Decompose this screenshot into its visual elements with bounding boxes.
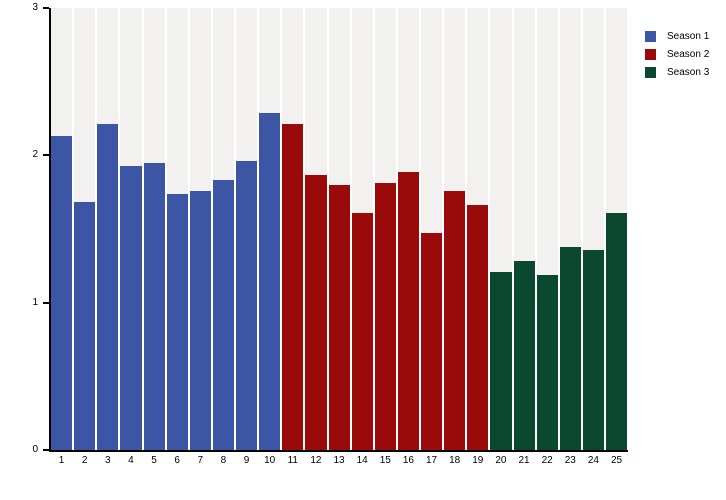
x-tick-label-16: 16 — [402, 455, 414, 466]
bar-slot-14: 14 — [351, 8, 373, 466]
bar-slot-6: 6 — [166, 8, 188, 466]
y-axis-ticks: 0 1 2 3 — [0, 2, 51, 455]
bar-slot-15: 15 — [374, 8, 396, 466]
bar-23 — [559, 246, 581, 450]
x-tick-label-18: 18 — [449, 455, 461, 466]
bar-slot-23: 23 — [559, 8, 581, 466]
x-tick-label-6: 6 — [174, 455, 180, 466]
x-tick-label-1: 1 — [58, 455, 65, 466]
y-tick-mark-2 — [43, 154, 49, 156]
x-tick-label-21: 21 — [518, 455, 530, 466]
y-tick-label-2: 2 — [32, 149, 38, 160]
bar-slot-24: 24 — [582, 8, 604, 466]
y-tick-mark-1 — [43, 302, 49, 304]
bar-14 — [351, 212, 373, 450]
x-tick-label-10: 10 — [264, 455, 276, 466]
x-tick-label-24: 24 — [587, 455, 599, 466]
bar-slot-10: 10 — [259, 8, 281, 466]
bar-7 — [189, 190, 211, 450]
bar-slot-5: 5 — [143, 8, 165, 466]
bar-slot-7: 7 — [189, 8, 211, 466]
bar-5 — [143, 162, 165, 450]
bar-slot-1: 1 — [51, 8, 73, 466]
bar-slot-4: 4 — [120, 8, 142, 466]
bar-21 — [513, 261, 535, 450]
x-tick-label-13: 13 — [333, 455, 345, 466]
x-tick-label-23: 23 — [564, 455, 576, 466]
bar-17 — [421, 233, 443, 450]
bar-slot-21: 21 — [513, 8, 535, 466]
x-tick-label-9: 9 — [243, 455, 250, 466]
bar-6 — [166, 193, 188, 450]
bar-22 — [536, 274, 558, 450]
bar-18 — [444, 190, 466, 450]
legend-item-season-2: Season 2 — [645, 49, 709, 60]
x-tick-label-4: 4 — [128, 455, 134, 466]
bar-11 — [282, 124, 304, 450]
bar-slot-9: 9 — [236, 8, 258, 466]
bar-4 — [120, 165, 142, 450]
y-axis-line — [49, 8, 51, 452]
season-2-swatch — [645, 49, 656, 60]
x-tick-label-20: 20 — [495, 455, 507, 466]
legend-label-season-3: Season 3 — [667, 67, 710, 78]
x-tick-label-8: 8 — [220, 455, 227, 466]
bar-slot-20: 20 — [490, 8, 512, 466]
y-tick-label-0: 0 — [32, 444, 38, 455]
bar-2 — [74, 202, 96, 450]
x-tick-label-12: 12 — [310, 455, 322, 466]
x-axis-line — [49, 450, 628, 452]
x-tick-label-15: 15 — [379, 455, 391, 466]
bar-12 — [305, 174, 327, 450]
bar-24 — [582, 249, 604, 450]
y-tick-mark-0 — [43, 449, 49, 451]
bar-10 — [259, 112, 281, 450]
legend-item-season-1: Season 1 — [645, 31, 709, 42]
bar-1 — [51, 136, 73, 450]
bar-16 — [397, 171, 419, 450]
bar-slot-25: 25 — [606, 8, 628, 466]
bar-slot-17: 17 — [421, 8, 443, 466]
x-tick-label-22: 22 — [541, 455, 553, 466]
season-3-swatch — [645, 67, 656, 78]
bar-slot-19: 19 — [467, 8, 489, 466]
legend: Season 1 Season 2 Season 3 — [645, 31, 709, 78]
bar-slot-2: 2 — [74, 8, 96, 466]
bars-container: 1 2 3 4 5 6 7 8 9 10 11 12 13 14 15 16 17 18 19 20 21 22 23 24 2… — [51, 8, 628, 466]
legend-label-season-2: Season 2 — [667, 49, 710, 60]
bar-slot-11: 11 — [282, 8, 304, 466]
y-tick-label-3: 3 — [32, 2, 38, 13]
bar-8 — [212, 180, 234, 450]
bar-25 — [606, 212, 628, 450]
legend-item-season-3: Season 3 — [645, 67, 709, 78]
plot-area: 1 2 3 4 5 6 7 8 9 10 11 12 13 14 15 16 17 18 19 20 21 22 23 24 2… — [51, 8, 628, 466]
bar-13 — [328, 184, 350, 450]
x-tick-label-11: 11 — [287, 455, 298, 466]
x-tick-label-7: 7 — [197, 455, 204, 466]
bar-15 — [374, 183, 396, 450]
bar-slot-12: 12 — [305, 8, 327, 466]
bar-slot-3: 3 — [97, 8, 119, 466]
x-tick-label-5: 5 — [151, 455, 157, 466]
x-tick-label-19: 19 — [472, 455, 484, 466]
x-tick-label-25: 25 — [611, 455, 623, 466]
bar-3 — [97, 124, 119, 450]
bar-20 — [490, 271, 512, 450]
x-tick-label-17: 17 — [426, 455, 438, 466]
x-tick-label-2: 2 — [81, 455, 88, 466]
bar-slot-13: 13 — [328, 8, 350, 466]
bar-slot-8: 8 — [212, 8, 234, 466]
bar-9 — [236, 161, 258, 450]
bar-slot-16: 16 — [397, 8, 419, 466]
legend-label-season-1: Season 1 — [667, 31, 710, 42]
bar-slot-18: 18 — [444, 8, 466, 466]
x-tick-label-14: 14 — [356, 455, 368, 466]
y-tick-mark-3 — [43, 7, 49, 9]
season-1-swatch — [645, 31, 656, 42]
bar-19 — [467, 205, 489, 450]
bar-slot-22: 22 — [536, 8, 558, 466]
y-tick-label-1: 1 — [32, 297, 38, 308]
x-tick-label-3: 3 — [105, 455, 111, 466]
